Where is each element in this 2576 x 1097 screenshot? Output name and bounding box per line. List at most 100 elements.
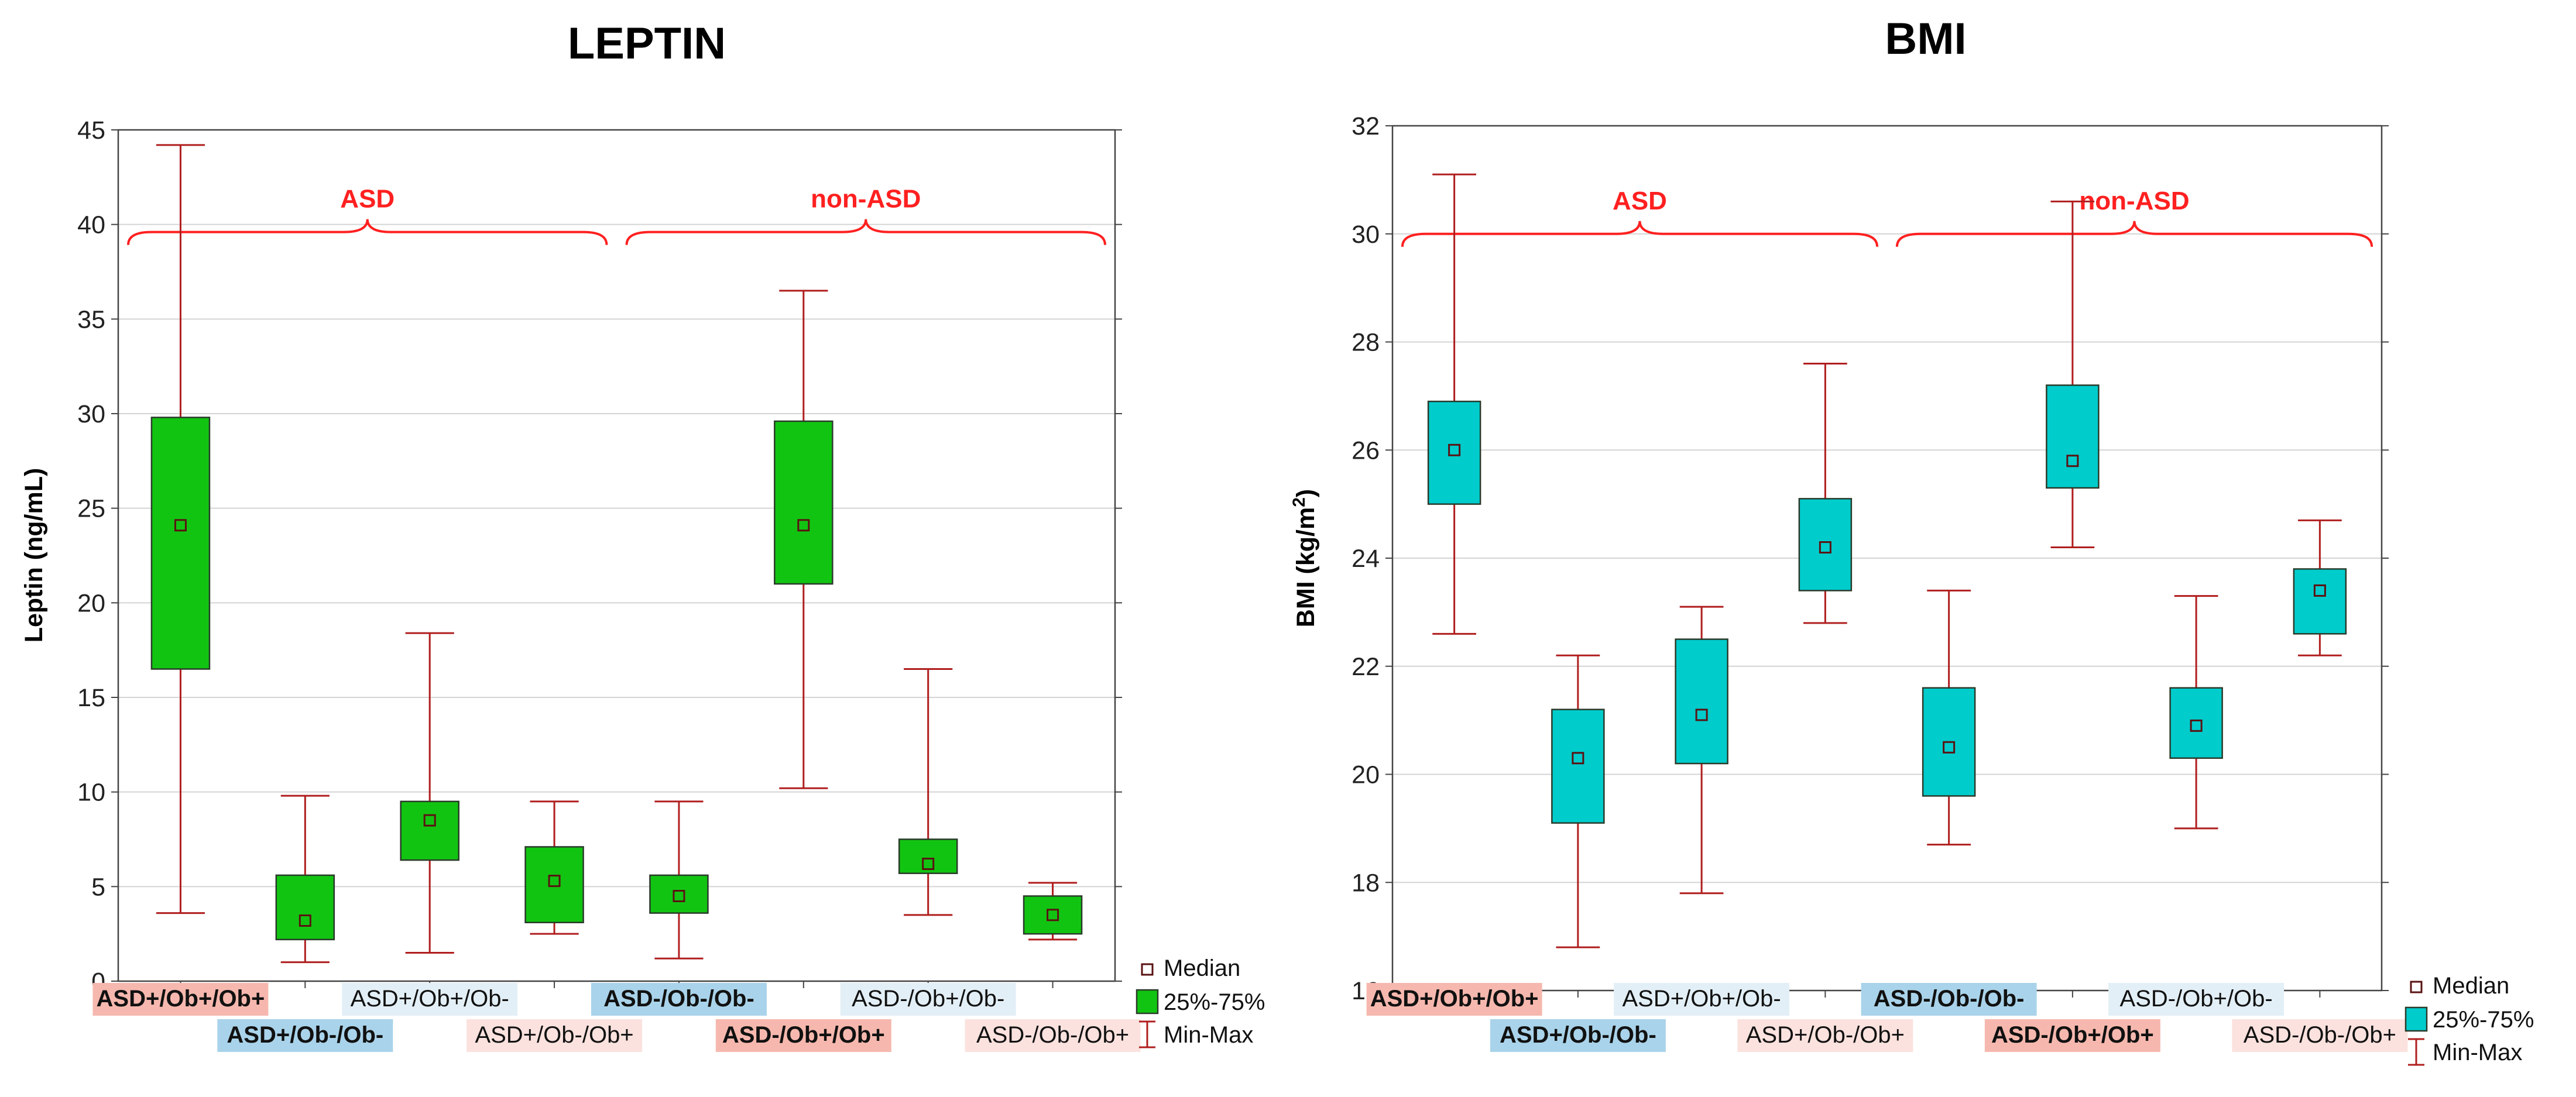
median-marker — [2313, 584, 2326, 597]
legend-box-icon — [2405, 1006, 2428, 1032]
y-axis-label: Leptin (ng/mL) — [20, 468, 48, 643]
y-tick-label: 10 — [77, 779, 105, 807]
box-iqr — [1675, 638, 1728, 765]
group-brace-0 — [1401, 221, 1879, 247]
chart-title: BMI — [1885, 14, 1966, 64]
category-label: ASD-/Ob-/Ob- — [603, 986, 754, 1012]
y-tick-label: 20 — [1352, 761, 1380, 789]
y-tick-label: 25 — [77, 495, 105, 523]
median-marker — [673, 890, 685, 902]
y-tick-label: 45 — [77, 116, 105, 145]
y-tick-label: 35 — [77, 305, 105, 333]
category-label: ASD+/Ob-/Ob+ — [475, 1022, 633, 1048]
category-label-highlight — [1737, 1019, 1913, 1052]
group-label-0: ASD — [340, 185, 395, 214]
chart-title: LEPTIN — [568, 19, 726, 68]
category-label: ASD-/Ob-/Ob+ — [2244, 1022, 2396, 1048]
median-marker — [548, 875, 561, 888]
y-tick-label: 32 — [1352, 112, 1380, 140]
y-tick-label: 30 — [1352, 221, 1380, 249]
category-label-highlight — [217, 1019, 393, 1052]
y-axis-label-superscript: 2 — [1289, 497, 1309, 507]
median-marker — [1695, 709, 1708, 721]
median-marker — [797, 519, 810, 532]
category-label: ASD-/Ob+/Ob+ — [722, 1022, 885, 1048]
legend-box-label: 25%-75% — [2433, 1007, 2534, 1033]
category-label-highlight — [965, 1019, 1141, 1052]
category-label-highlight — [342, 983, 518, 1016]
group-brace-1 — [1895, 221, 2373, 247]
median-marker — [1943, 741, 1956, 754]
legend-box-icon — [1136, 989, 1159, 1015]
median-marker — [174, 519, 187, 532]
box-iqr — [1427, 400, 1481, 505]
category-label: ASD-/Ob-/Ob- — [1874, 986, 2025, 1012]
legend-median-label: Median — [1164, 955, 1240, 981]
median-marker — [2190, 719, 2203, 732]
category-label-highlight — [591, 983, 767, 1016]
box-iqr — [150, 417, 211, 670]
category-label: ASD+/Ob+/Ob- — [1623, 986, 1781, 1012]
box-iqr — [400, 800, 459, 861]
y-tick-label: 5 — [91, 873, 105, 901]
category-label: ASD+/Ob-/Ob- — [227, 1022, 383, 1048]
legend-median-label: Median — [2433, 973, 2509, 999]
category-label-highlight — [1984, 1019, 2160, 1052]
category-label: ASD+/Ob-/Ob+ — [1746, 1022, 1905, 1048]
y-tick-label: 22 — [1352, 653, 1380, 681]
box-iqr — [524, 846, 584, 924]
box-iqr — [1551, 709, 1605, 824]
y-tick-label: 26 — [1352, 436, 1380, 465]
group-label-1: non-ASD — [811, 185, 921, 214]
category-label-highlight — [715, 1019, 891, 1052]
y-axis-label-text: BMI (kg/m — [1292, 507, 1320, 627]
y-axis-label-suffix: ) — [1292, 489, 1320, 497]
median-marker — [1819, 541, 1831, 554]
box-iqr — [275, 874, 335, 941]
y-axis-label: BMI (kg/m2) — [1289, 489, 1320, 627]
category-label-highlight — [840, 983, 1016, 1016]
plot-area — [118, 130, 1115, 981]
box-iqr — [774, 420, 833, 585]
legend-median-icon — [2410, 981, 2423, 993]
median-marker — [1047, 909, 1059, 921]
group-label-1: non-ASD — [2079, 187, 2189, 215]
y-tick-label: 28 — [1352, 329, 1380, 357]
median-marker — [2066, 455, 2079, 467]
category-label: ASD+/Ob+/Ob+ — [1370, 986, 1539, 1012]
median-marker — [1572, 752, 1584, 765]
box-iqr — [649, 874, 709, 914]
y-tick-label: 24 — [1352, 545, 1380, 573]
y-tick-label: 15 — [77, 684, 105, 712]
box-iqr — [898, 838, 958, 874]
y-axis-label-text: Leptin (ng/mL) — [20, 468, 48, 643]
box-iqr — [2169, 687, 2223, 759]
median-marker — [423, 814, 436, 827]
group-brace-1 — [625, 219, 1106, 245]
box-iqr — [2293, 568, 2347, 635]
plot-frame — [117, 129, 1116, 982]
legend-minmax-label: Min-Max — [1164, 1022, 1253, 1048]
y-tick-label: 30 — [77, 400, 105, 428]
box-iqr — [2046, 384, 2100, 489]
group-label-0: ASD — [1613, 187, 1667, 215]
box-iqr — [1798, 498, 1853, 592]
category-label-highlight — [2108, 983, 2285, 1016]
median-marker — [1448, 443, 1461, 456]
category-label-highlight — [1861, 983, 2037, 1016]
group-brace-0 — [127, 219, 608, 245]
legend-box-label: 25%-75% — [1164, 989, 1265, 1015]
median-marker — [922, 858, 935, 871]
category-label-highlight — [92, 983, 269, 1016]
category-label: ASD+/Ob+/Ob- — [351, 986, 509, 1012]
y-tick-label: 40 — [77, 211, 105, 239]
category-label: ASD-/Ob-/Ob+ — [976, 1022, 1129, 1048]
category-label-highlight — [2232, 1019, 2408, 1052]
box-iqr — [1023, 895, 1083, 935]
category-label: ASD-/Ob+/Ob- — [852, 986, 1004, 1012]
legend-median-icon — [1141, 963, 1154, 976]
category-label: ASD-/Ob+/Ob- — [2120, 986, 2273, 1012]
